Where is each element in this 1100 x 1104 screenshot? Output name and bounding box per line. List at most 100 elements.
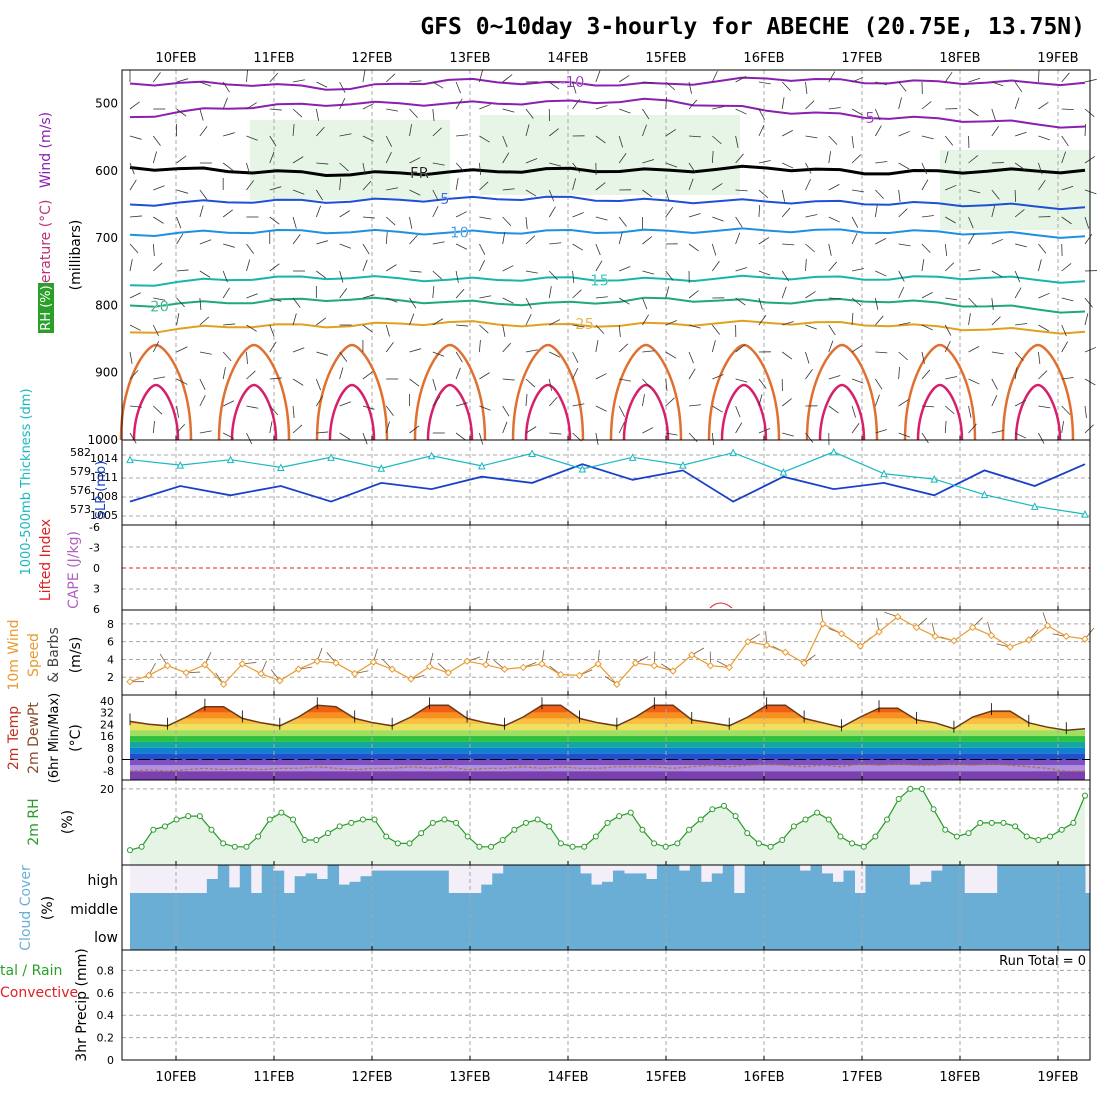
rh2m-marker bbox=[1083, 793, 1088, 798]
rh2m-marker bbox=[733, 814, 738, 819]
rh-shade bbox=[940, 150, 1090, 230]
wind-barb bbox=[130, 352, 132, 364]
wind-barb bbox=[200, 109, 203, 121]
wind-barb bbox=[479, 105, 490, 109]
wind-barb bbox=[340, 244, 351, 248]
isotherm-label: 5 bbox=[440, 190, 450, 208]
rh2m-marker bbox=[838, 834, 843, 839]
wind-barb bbox=[875, 190, 883, 199]
wind10-marker bbox=[558, 672, 564, 678]
wind10-marker bbox=[483, 662, 489, 668]
wind-barb bbox=[805, 352, 809, 363]
wind-barb bbox=[503, 422, 507, 433]
cloud-high-bar bbox=[635, 873, 646, 893]
wind-barb bbox=[805, 136, 817, 138]
wind-barb bbox=[386, 74, 395, 82]
wind10-marker bbox=[1007, 644, 1013, 650]
wind-barb bbox=[782, 190, 784, 202]
upper-y-tick: 500 bbox=[95, 97, 118, 111]
isotherm-label: -5 bbox=[860, 109, 875, 127]
wind-barb bbox=[223, 367, 225, 379]
wind-barb bbox=[410, 235, 418, 244]
precip-y-tick: 0.6 bbox=[97, 987, 115, 1000]
wind-barb bbox=[549, 207, 555, 217]
wind-barb bbox=[992, 109, 996, 120]
rh2m-marker bbox=[675, 841, 680, 846]
rh2m-marker bbox=[221, 841, 226, 846]
date-label-top: 10FEB bbox=[155, 51, 196, 66]
wind-barb bbox=[619, 267, 630, 271]
rh2m-marker bbox=[966, 831, 971, 836]
wind-barb bbox=[130, 136, 142, 139]
warm-cell-contour bbox=[513, 345, 583, 440]
cloud-high-bar bbox=[690, 865, 701, 893]
cloud-high-bar bbox=[613, 871, 624, 893]
rh2m-marker bbox=[407, 841, 412, 846]
thickness-y-tick: 576 bbox=[70, 484, 91, 497]
rh-axis-label: RH (%) bbox=[39, 285, 54, 330]
thickness-y-tick: 582 bbox=[70, 446, 91, 459]
rh2m-marker bbox=[209, 827, 214, 832]
temp-band bbox=[122, 736, 1090, 742]
cloud-high-bar bbox=[668, 865, 679, 893]
wind-barb bbox=[223, 244, 235, 247]
wind-barb bbox=[689, 213, 700, 217]
cloud-high-bar bbox=[646, 879, 657, 893]
wind-barb bbox=[1085, 313, 1088, 325]
rh2m-y-tick: 20 bbox=[100, 783, 114, 796]
rh2m-marker bbox=[745, 831, 750, 836]
wind-barb bbox=[223, 324, 235, 325]
wind-barb bbox=[782, 163, 793, 168]
wind-barb bbox=[316, 206, 320, 217]
wind-barb bbox=[479, 406, 490, 410]
wind-barb bbox=[363, 325, 373, 332]
cloud-level-label: middle bbox=[70, 902, 118, 918]
date-label-top: 15FEB bbox=[645, 51, 686, 66]
chart-title: GFS 0~10day 3-hourly for ABECHE (20.75E,… bbox=[420, 14, 1085, 40]
rh-shade bbox=[250, 120, 450, 200]
temp-band bbox=[122, 713, 1090, 719]
rh2m-marker bbox=[710, 807, 715, 812]
wind-barb bbox=[153, 244, 154, 256]
cloud-high-bar bbox=[942, 865, 953, 893]
warm-cell-contour bbox=[134, 385, 178, 440]
wind-barb bbox=[386, 325, 389, 337]
wind-barb bbox=[177, 406, 179, 418]
wind-barb bbox=[852, 136, 853, 148]
wind-axis-label: Wind (m/s) bbox=[38, 112, 54, 188]
cloud-high-bar bbox=[240, 865, 251, 893]
wind-barb bbox=[573, 244, 583, 250]
wind-barb bbox=[386, 217, 395, 225]
wind-barb bbox=[153, 217, 163, 223]
rh2m-marker bbox=[803, 817, 808, 822]
wind-barb bbox=[223, 98, 227, 109]
wind-barb bbox=[945, 406, 954, 414]
wind-barb bbox=[759, 161, 771, 163]
wind-barb bbox=[736, 267, 747, 271]
wind-barb bbox=[1038, 102, 1048, 109]
rh2m-marker bbox=[279, 810, 284, 815]
wind10-marker bbox=[258, 671, 264, 677]
wind10-label-2: Speed bbox=[26, 633, 42, 677]
precip-y-tick: 0 bbox=[107, 1054, 114, 1067]
rh2m-marker bbox=[652, 841, 657, 846]
isotherm-label: FR bbox=[410, 164, 429, 182]
wind-barb bbox=[479, 296, 491, 298]
cloud-high-bar bbox=[865, 865, 876, 893]
wind-barb bbox=[503, 217, 511, 226]
wind-barb bbox=[1015, 98, 1019, 109]
cloud-high-bar bbox=[811, 865, 822, 893]
wind-barb bbox=[293, 379, 303, 385]
slp-axis-label: SLP (mb) bbox=[94, 461, 109, 520]
wind-barb bbox=[270, 217, 280, 224]
wind10-marker bbox=[183, 670, 189, 676]
cloud-high-bar bbox=[569, 865, 580, 893]
wind-barb bbox=[596, 297, 608, 298]
cloud-high-bar bbox=[328, 865, 339, 893]
wind-barb bbox=[246, 352, 247, 364]
cloud-high-bar bbox=[657, 865, 668, 893]
wind10-marker bbox=[820, 621, 826, 627]
wind-barb bbox=[456, 178, 458, 190]
warm-cell-contour bbox=[807, 345, 877, 440]
wind-barb bbox=[992, 352, 1004, 354]
